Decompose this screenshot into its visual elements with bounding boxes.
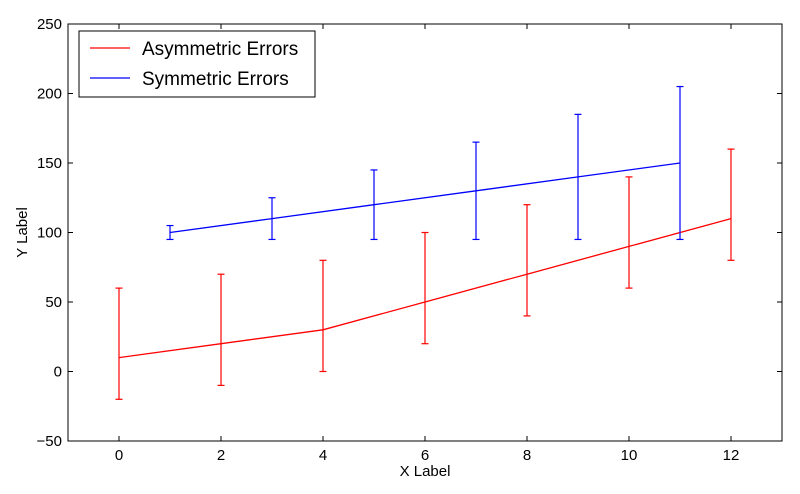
x-tick-label: 2 bbox=[217, 447, 225, 464]
y-tick-label: 100 bbox=[37, 225, 62, 242]
legend-label-asymmetric: Asymmetric Errors bbox=[142, 39, 298, 60]
legend-box bbox=[78, 30, 316, 98]
series-line-1 bbox=[169, 162, 681, 234]
y-tick-label: 200 bbox=[37, 86, 62, 103]
x-tick-label: 6 bbox=[421, 447, 429, 464]
plot-marks bbox=[115, 85, 735, 400]
axis-ticks: 0 2 4 6 8 10 12 −50 0 50 100 150 200 250 bbox=[37, 16, 782, 464]
x-tick-label: 4 bbox=[319, 447, 327, 464]
y-tick-label: 50 bbox=[45, 294, 62, 311]
y-tick-label: 150 bbox=[37, 155, 62, 172]
x-tick-label: 12 bbox=[723, 447, 740, 464]
x-axis-label: X Label bbox=[400, 463, 451, 480]
legend-label-symmetric: Symmetric Errors bbox=[142, 69, 289, 90]
y-tick-label: 0 bbox=[54, 364, 62, 381]
legend: Asymmetric Errors Symmetric Errors bbox=[78, 30, 316, 98]
x-tick-label: 8 bbox=[523, 447, 531, 464]
y-axis-label: Y Label bbox=[14, 207, 31, 258]
x-tick-label: 0 bbox=[115, 447, 123, 464]
y-tick-label: −50 bbox=[37, 433, 62, 450]
y-tick-label: 250 bbox=[37, 16, 62, 33]
x-tick-label: 10 bbox=[621, 447, 638, 464]
